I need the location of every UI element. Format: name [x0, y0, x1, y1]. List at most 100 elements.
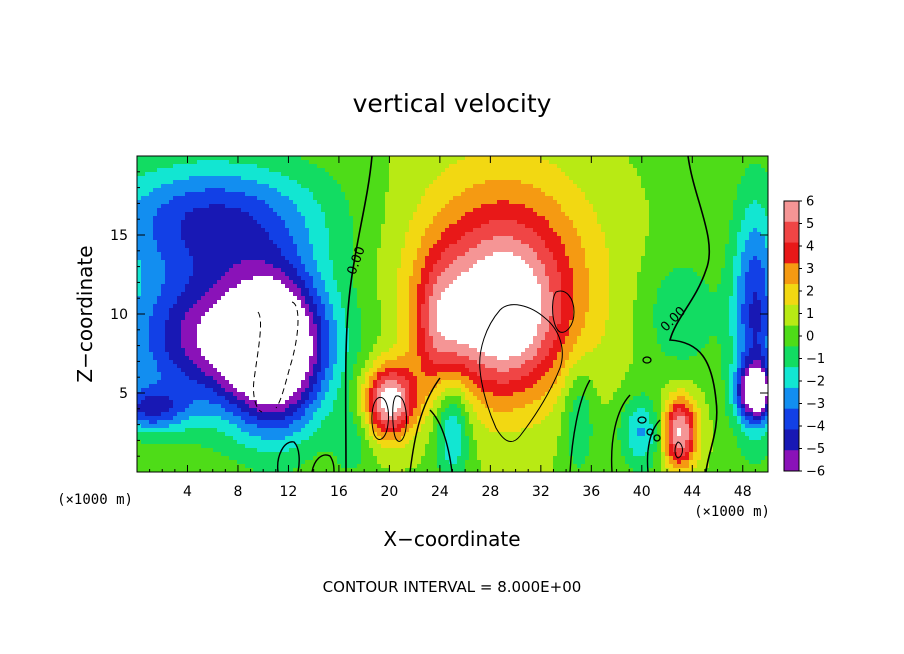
heat-cell	[657, 252, 662, 257]
heat-cell	[669, 260, 674, 265]
heat-cell	[553, 188, 558, 193]
heat-cell	[545, 208, 550, 213]
heat-cell	[645, 196, 650, 201]
heat-cell	[597, 176, 602, 181]
heat-cell	[433, 212, 438, 217]
heat-cell	[277, 172, 282, 177]
heat-cell	[233, 228, 238, 233]
heat-cell	[445, 280, 450, 285]
heat-cell	[665, 268, 670, 273]
heat-cell	[549, 176, 554, 181]
heat-cell	[617, 268, 622, 273]
heat-cell	[485, 156, 490, 161]
heat-cell	[317, 228, 322, 233]
heat-cell	[453, 220, 458, 225]
heat-cell	[393, 176, 398, 181]
heat-cell	[625, 232, 630, 237]
heat-cell	[249, 280, 254, 285]
heat-cell	[485, 252, 490, 257]
heat-cell	[717, 176, 722, 181]
heat-cell	[193, 160, 198, 165]
heat-cell	[241, 276, 246, 281]
heat-cell	[417, 164, 422, 169]
heat-cell	[285, 160, 290, 165]
heat-cell	[733, 200, 738, 205]
heat-cell	[625, 208, 630, 213]
heat-cell	[461, 236, 466, 241]
heat-cell	[649, 276, 654, 281]
heat-cell	[349, 160, 354, 165]
heat-cell	[421, 280, 426, 285]
heat-cell	[425, 180, 430, 185]
heat-cell	[145, 268, 150, 273]
heat-cell	[305, 244, 310, 249]
heat-cell	[573, 176, 578, 181]
heat-cell	[597, 240, 602, 245]
heat-cell	[413, 212, 418, 217]
heat-cell	[161, 240, 166, 245]
heat-cell	[469, 180, 474, 185]
heat-cell	[625, 180, 630, 185]
heat-cell	[329, 272, 334, 277]
heat-cell	[417, 272, 422, 277]
heat-cell	[681, 180, 686, 185]
heat-cell	[557, 156, 562, 161]
heat-cell	[281, 164, 286, 169]
heat-cell	[625, 168, 630, 173]
heat-cell	[309, 256, 314, 261]
heat-cell	[753, 256, 758, 261]
heat-cell	[473, 256, 478, 261]
heat-cell	[717, 160, 722, 165]
heat-cell	[189, 172, 194, 177]
heat-cell	[301, 180, 306, 185]
heat-cell	[269, 260, 274, 265]
heat-cell	[689, 216, 694, 221]
heat-cell	[489, 268, 494, 273]
heat-cell	[717, 256, 722, 261]
heat-cell	[421, 212, 426, 217]
heat-cell	[249, 196, 254, 201]
heat-cell	[537, 180, 542, 185]
heat-cell	[397, 184, 402, 189]
heat-cell	[449, 264, 454, 269]
heat-cell	[181, 268, 186, 273]
heat-cell	[629, 228, 634, 233]
heat-cell	[217, 204, 222, 209]
heat-cell	[141, 276, 146, 281]
heat-cell	[217, 268, 222, 273]
heat-cell	[145, 196, 150, 201]
heat-cell	[725, 220, 730, 225]
heat-cell	[537, 216, 542, 221]
heat-cell	[637, 168, 642, 173]
heat-cell	[433, 220, 438, 225]
heat-cell	[737, 264, 742, 269]
heat-cell	[277, 240, 282, 245]
heat-cell	[429, 156, 434, 161]
heat-cell	[721, 160, 726, 165]
heat-cell	[333, 268, 338, 273]
heat-cell	[441, 176, 446, 181]
heat-cell	[665, 276, 670, 281]
heat-cell	[193, 244, 198, 249]
heat-cell	[173, 252, 178, 257]
heat-cell	[389, 156, 394, 161]
heat-cell	[405, 224, 410, 229]
heat-cell	[753, 204, 758, 209]
heat-cell	[397, 212, 402, 217]
heat-cell	[761, 276, 766, 281]
heat-cell	[321, 228, 326, 233]
heat-cell	[189, 272, 194, 277]
heat-cell	[317, 264, 322, 269]
heat-cell	[301, 164, 306, 169]
heat-cell	[177, 248, 182, 253]
heat-cell	[153, 224, 158, 229]
heat-cell	[389, 240, 394, 245]
heat-cell	[589, 180, 594, 185]
heat-cell	[761, 208, 766, 213]
heat-cell	[313, 164, 318, 169]
heat-cell	[513, 276, 518, 281]
heat-cell	[357, 264, 362, 269]
heat-cell	[145, 220, 150, 225]
heat-cell	[561, 204, 566, 209]
heat-cell	[761, 176, 766, 181]
